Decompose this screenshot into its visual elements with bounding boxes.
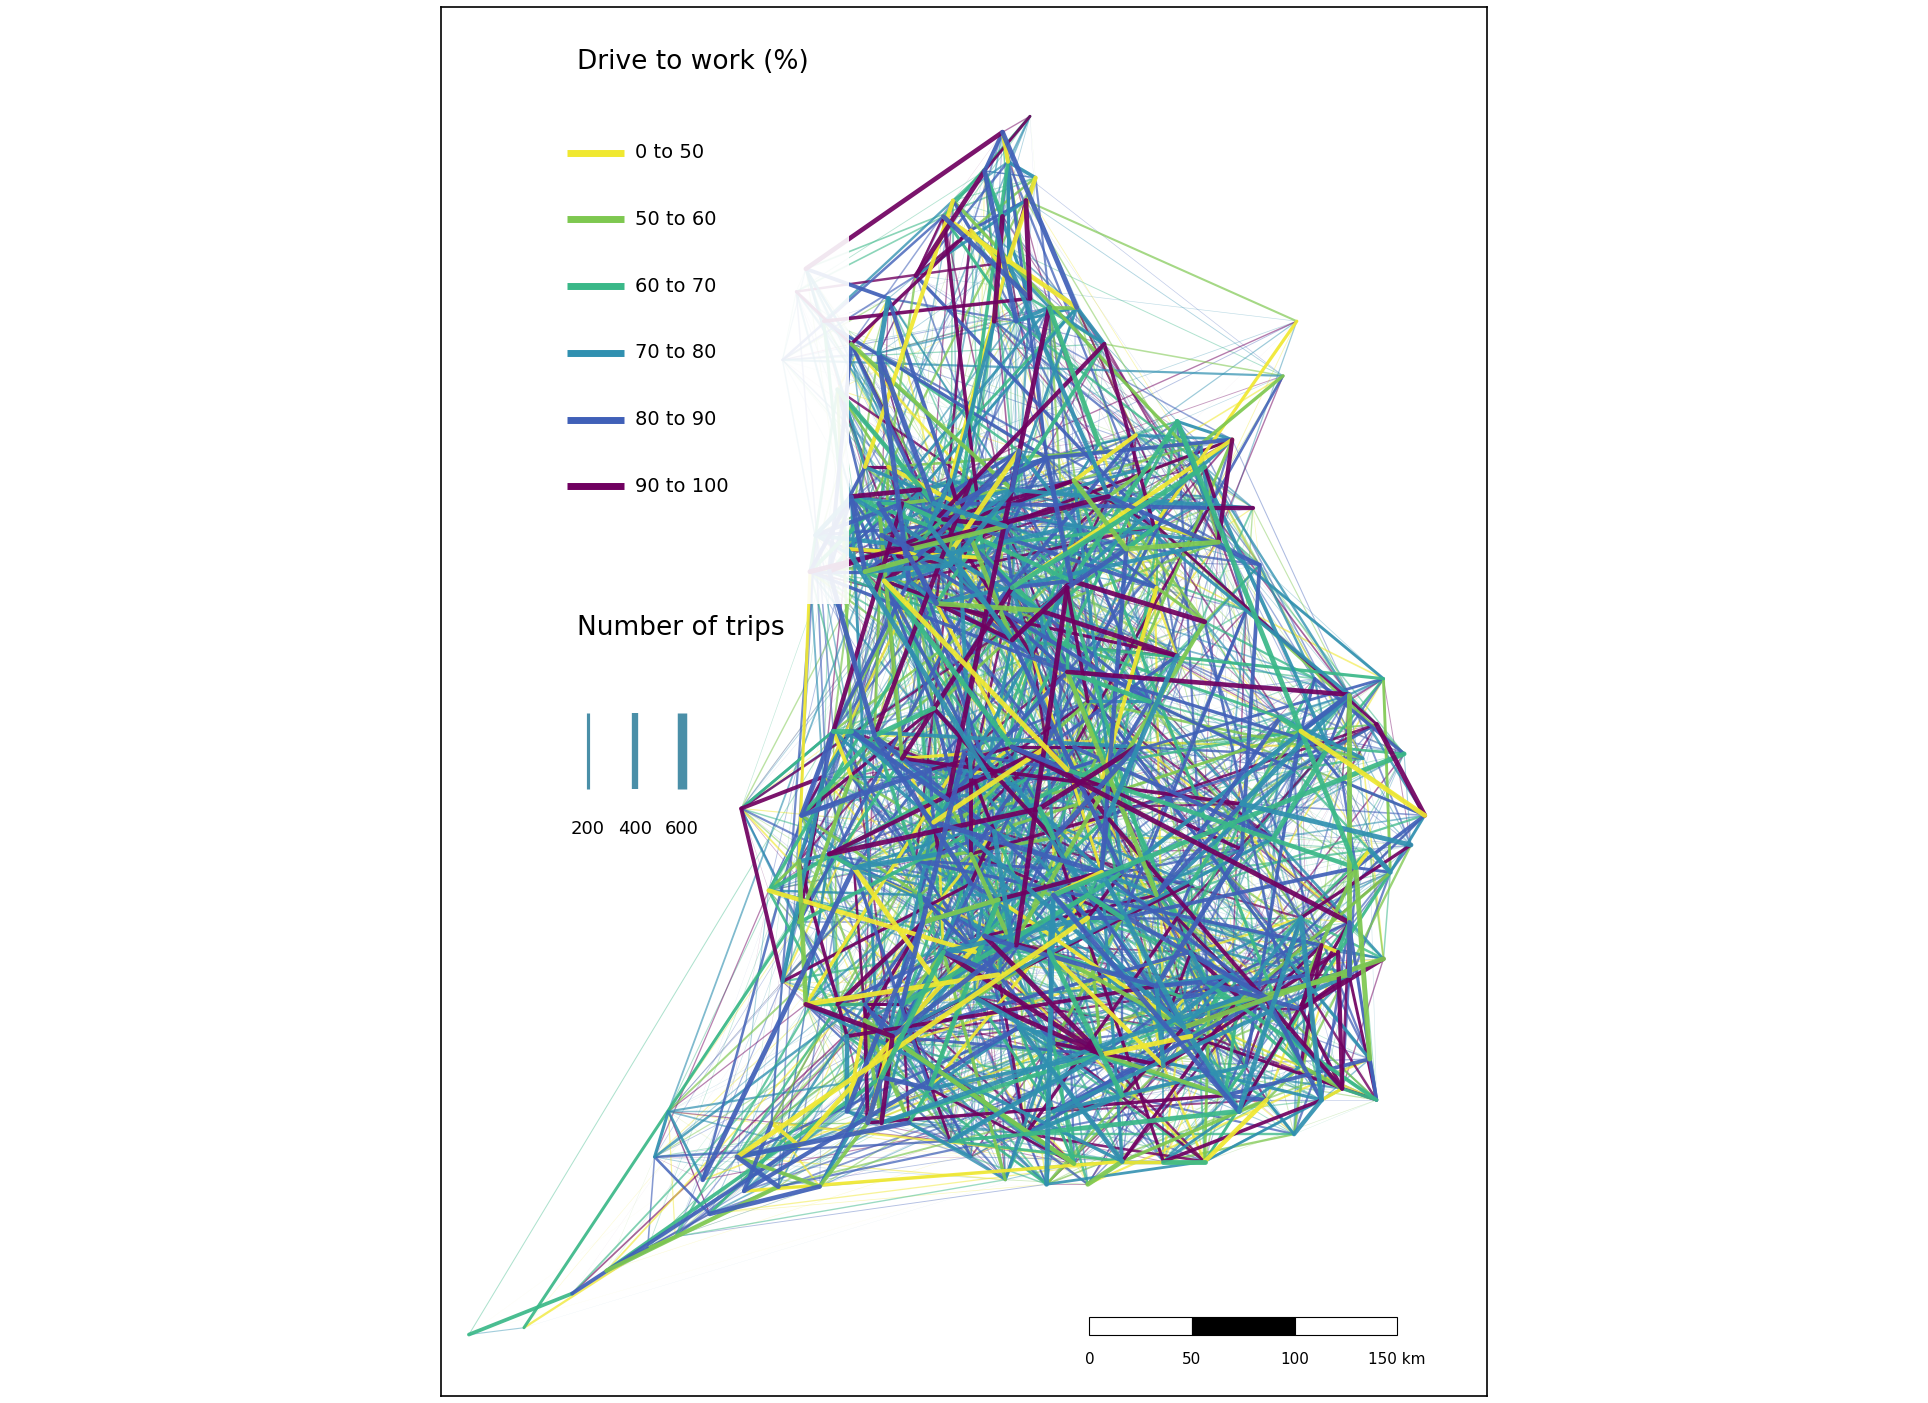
Text: Number of trips: Number of trips <box>576 616 785 641</box>
Text: 50 to 60: 50 to 60 <box>634 210 717 229</box>
Bar <box>1294 1317 1398 1334</box>
Text: 400: 400 <box>617 819 652 838</box>
Text: 150 km: 150 km <box>1369 1351 1427 1367</box>
Bar <box>1089 1317 1192 1334</box>
Text: 70 to 80: 70 to 80 <box>634 344 715 362</box>
Text: Drive to work (%): Drive to work (%) <box>576 49 810 74</box>
Text: 60 to 70: 60 to 70 <box>634 276 715 296</box>
Text: 50: 50 <box>1182 1351 1201 1367</box>
FancyBboxPatch shape <box>557 35 848 605</box>
Text: 200: 200 <box>571 819 605 838</box>
Text: 600: 600 <box>665 819 698 838</box>
Bar <box>1192 1317 1294 1334</box>
Text: 80 to 90: 80 to 90 <box>634 410 715 429</box>
Text: 90 to 100: 90 to 100 <box>634 477 729 495</box>
Text: 0 to 50: 0 to 50 <box>634 143 704 163</box>
Text: 100: 100 <box>1280 1351 1309 1367</box>
Text: 0: 0 <box>1085 1351 1095 1367</box>
